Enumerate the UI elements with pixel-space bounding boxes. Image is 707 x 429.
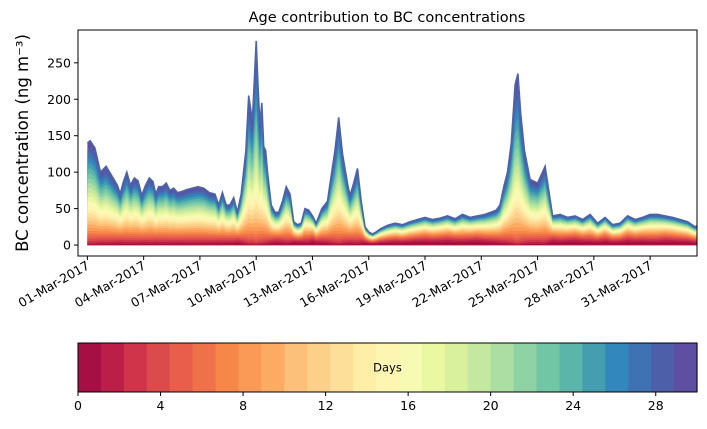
colorbar: 0 4 8 12 16 20 24 28 Days — [74, 342, 698, 413]
plot-frame — [77, 29, 698, 257]
colorbar-label: Days — [373, 361, 402, 375]
colorbar-swatch — [398, 343, 423, 392]
colorbar-swatch — [169, 343, 194, 392]
colorbar-swatch — [490, 343, 515, 392]
chart-title: Age contribution to BC concentrations — [249, 10, 526, 26]
colorbar-swatch — [674, 343, 698, 392]
y-tick-label: 0 — [63, 238, 71, 253]
colorbar-swatch — [330, 343, 354, 392]
colorbar-swatch — [123, 343, 148, 392]
colorbar-tick-label: 28 — [648, 398, 664, 413]
y-axis: 0 50 100 150 200 250 — [47, 55, 78, 253]
colorbar-swatch — [651, 343, 675, 392]
colorbar-tick-label: 4 — [157, 398, 165, 413]
colorbar-swatch — [444, 343, 469, 392]
colorbar-swatch — [284, 343, 308, 392]
colorbar-swatch — [376, 343, 400, 392]
colorbar-swatch — [146, 343, 171, 392]
x-axis: 01-Mar-201704-Mar-201707-Mar-201710-Mar-… — [16, 256, 655, 310]
colorbar-frame — [77, 342, 698, 393]
y-tick-label: 250 — [47, 55, 71, 70]
y-tick-label: 50 — [55, 201, 71, 216]
age-band-0 — [87, 241, 697, 246]
colorbar-swatch — [261, 343, 285, 392]
colorbar-swatch — [628, 343, 652, 392]
colorbar-tick-label: 20 — [483, 398, 499, 413]
colorbar-swatch — [559, 343, 583, 392]
colorbar-swatch — [582, 343, 606, 392]
y-tick-label: 100 — [47, 165, 71, 180]
colorbar-swatch — [467, 343, 492, 392]
colorbar-swatch — [605, 343, 629, 392]
colorbar-swatch — [353, 343, 377, 392]
colorbar-tick-label: 24 — [565, 398, 581, 413]
colorbar-tick-label: 0 — [74, 398, 82, 413]
colorbar-swatch — [192, 343, 217, 392]
colorbar-swatch — [78, 343, 102, 392]
colorbar-swatch — [307, 343, 331, 392]
area-stack — [86, 40, 697, 246]
colorbar-swatch — [238, 343, 263, 392]
total-line — [86, 40, 697, 236]
colorbar-swatch — [421, 343, 446, 392]
colorbar-tick-label: 16 — [400, 398, 416, 413]
y-tick-label: 150 — [47, 128, 71, 143]
colorbar-swatch — [100, 343, 125, 392]
colorbar-swatch — [536, 343, 561, 392]
y-tick-label: 200 — [47, 92, 71, 107]
colorbar-tick-label: 8 — [239, 398, 247, 413]
colorbar-swatch — [215, 343, 240, 392]
y-axis-label: BC concentration (ng m⁻³) — [13, 34, 32, 252]
colorbar-swatch — [513, 343, 538, 392]
colorbar-tick-label: 12 — [318, 398, 334, 413]
